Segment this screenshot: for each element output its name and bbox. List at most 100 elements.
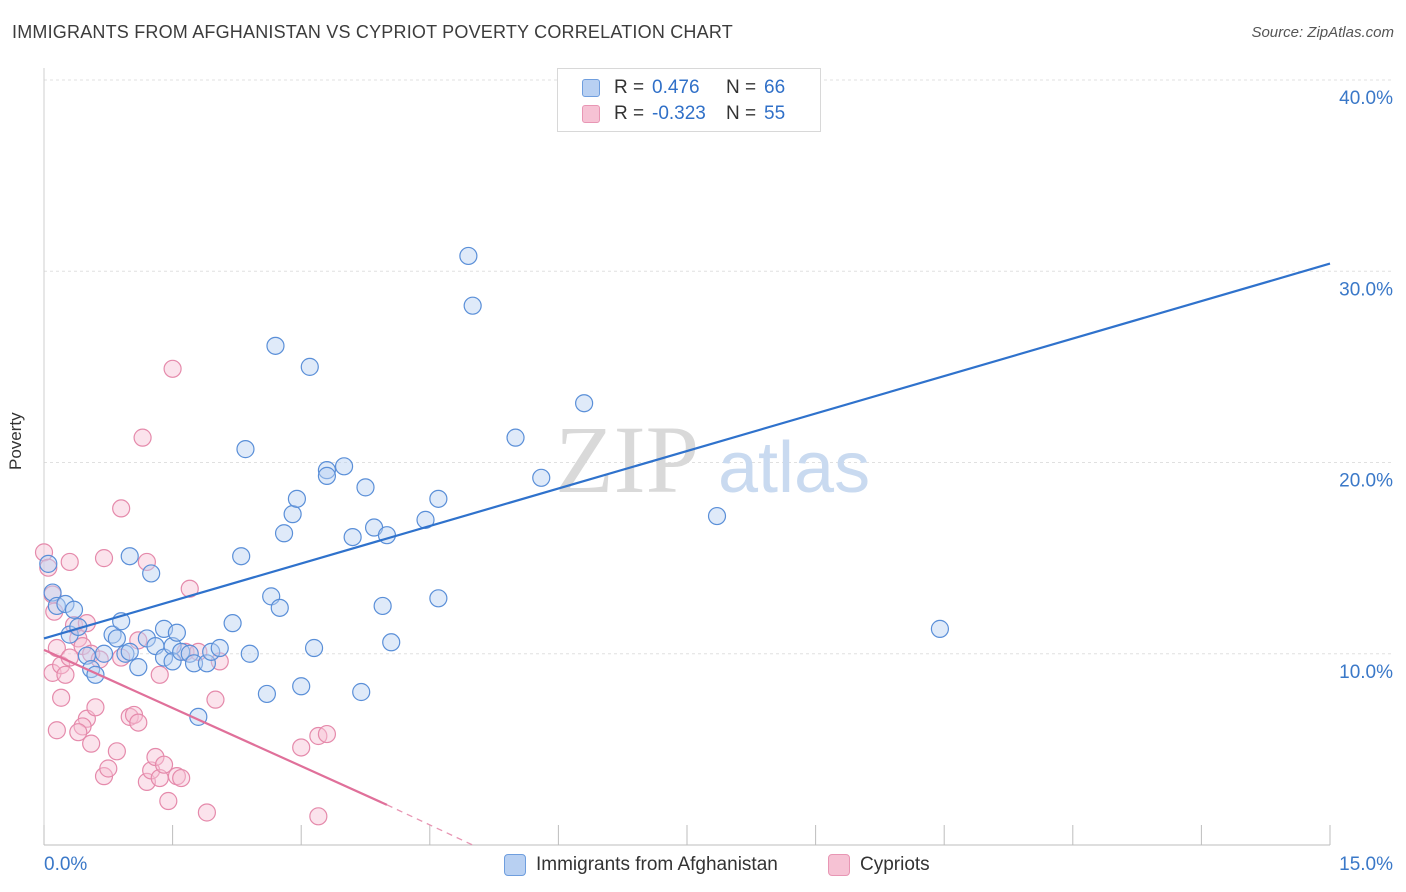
- legend-n-label: N =: [726, 103, 757, 124]
- cypriots-trendline-extension: [386, 804, 473, 846]
- afghanistan-point-15: [120, 642, 139, 661]
- afghanistan-point-58: [429, 489, 448, 508]
- afghanistan-point-39: [266, 336, 285, 355]
- afghanistan-point-25: [167, 623, 186, 642]
- legend-row-afghanistan: R = 0.476 N = 66: [582, 76, 785, 100]
- legend-swatch-pink: [828, 854, 850, 876]
- y-tick-label-0: 10.0%: [1339, 662, 1393, 683]
- source-label: Source: ZipAtlas.com: [1251, 24, 1394, 41]
- cypriots-point-48: [150, 665, 169, 684]
- legend-item-cypriots[interactable]: Cypriots: [828, 852, 930, 878]
- cypriots-point-54: [47, 721, 66, 740]
- afghanistan-point-42: [283, 505, 302, 524]
- cypriots-point-20: [86, 698, 105, 717]
- legend-r-label: R =: [614, 103, 645, 124]
- legend-n-value: 55: [764, 103, 786, 124]
- cypriots-point-30: [129, 713, 148, 732]
- afghanistan-point-62: [506, 428, 525, 447]
- cypriots-point-45: [197, 803, 216, 822]
- afghanistan-point-37: [257, 684, 277, 704]
- afghanistan-point-52: [356, 478, 375, 497]
- afghanistan-point-33: [223, 614, 242, 633]
- afghanistan-point-49: [334, 457, 354, 476]
- afghanistan-point-66: [930, 619, 950, 638]
- cypriots-point-26: [112, 499, 131, 518]
- legend-label-cypriots: Cypriots: [860, 854, 930, 875]
- afghanistan-point-0: [39, 554, 58, 573]
- afghanistan-point-30: [197, 654, 216, 673]
- legend-row-cypriots: R = -0.323 N = 55: [582, 102, 785, 126]
- axes: [43, 68, 1331, 846]
- afghanistan-point-31: [202, 642, 221, 661]
- afghanistan-point-60: [459, 246, 478, 266]
- afghanistan-point-40: [270, 598, 289, 617]
- afghanistan-point-51: [352, 682, 371, 702]
- cypriots-point-32: [137, 552, 156, 572]
- legend-r-value: -0.323: [652, 103, 706, 124]
- afghanistan-point-46: [304, 638, 324, 658]
- afghanistan-point-59: [429, 589, 448, 608]
- afghanistan-point-4: [64, 600, 84, 619]
- watermark-zip: ZIP: [555, 406, 699, 513]
- legend-item-afghanistan[interactable]: Immigrants from Afghanistan: [504, 852, 778, 878]
- afghanistan-point-27: [180, 644, 199, 663]
- afghanistan-point-50: [343, 527, 362, 547]
- x-tick-label-max: 15.0%: [1339, 854, 1393, 875]
- grid-lines: [44, 79, 1394, 655]
- cypriots-point-19: [82, 734, 101, 753]
- cypriots-point-39: [163, 359, 182, 378]
- legend-r-label: R =: [614, 77, 645, 98]
- legend-swatch-pink: [582, 105, 600, 123]
- cypriots-trendline: [43, 648, 388, 806]
- cypriots-point-24: [99, 759, 118, 778]
- afghanistan-point-10: [94, 644, 114, 663]
- cypriots-point-22: [94, 549, 114, 568]
- cypriots-point-18: [69, 723, 88, 742]
- afghanistan-points: [39, 246, 950, 726]
- cypriots-point-52: [317, 724, 337, 744]
- cypriots-point-1: [39, 558, 58, 577]
- afghanistan-point-64: [575, 394, 594, 413]
- afghanistan-trendline: [43, 262, 1331, 640]
- x-tick-label-min: 0.0%: [44, 854, 87, 875]
- y-tick-label-3: 40.0%: [1339, 88, 1393, 109]
- chart-title: IMMIGRANTS FROM AFGHANISTAN VS CYPRIOT P…: [12, 22, 733, 42]
- afghanistan-point-16: [120, 547, 139, 566]
- cypriots-point-8: [52, 688, 71, 707]
- cypriots-point-25: [107, 742, 126, 761]
- legend-n-value: 66: [764, 77, 786, 98]
- afghanistan-point-36: [240, 644, 259, 663]
- legend-swatch-blue: [582, 79, 600, 97]
- y-tick-label-2: 30.0%: [1339, 279, 1393, 300]
- cypriots-points: [34, 359, 337, 826]
- correlation-legend: R = 0.476 N = 66 R = -0.323 N = 55: [557, 68, 821, 132]
- cypriots-point-37: [154, 755, 174, 774]
- watermark-atlas: atlas: [718, 428, 870, 508]
- cypriots-point-43: [180, 579, 199, 598]
- tick-labels: 10.0% 20.0% 30.0% 40.0% 0.0% 15.0%: [44, 88, 1393, 875]
- afghanistan-point-65: [707, 506, 727, 526]
- afghanistan-point-28: [184, 654, 204, 673]
- cypriots-point-50: [292, 738, 311, 757]
- legend-swatch-blue: [504, 854, 526, 876]
- afghanistan-point-19: [142, 564, 161, 583]
- afghanistan-point-45: [300, 357, 319, 376]
- afghanistan-point-34: [232, 547, 251, 566]
- cypriots-point-53: [309, 807, 328, 826]
- cypriots-point-11: [60, 552, 79, 572]
- afghanistan-point-12: [107, 629, 126, 648]
- y-tick-label-1: 20.0%: [1339, 471, 1393, 492]
- cypriots-point-41: [172, 768, 191, 788]
- afghanistan-point-54: [373, 596, 392, 616]
- cypriots-point-31: [133, 428, 152, 447]
- afghanistan-point-61: [463, 296, 482, 315]
- afghanistan-point-32: [210, 638, 229, 658]
- afghanistan-point-47: [317, 461, 337, 480]
- cypriots-point-7: [56, 665, 75, 684]
- afghanistan-point-17: [129, 658, 148, 677]
- afghanistan-point-43: [287, 489, 307, 508]
- trendlines: [43, 262, 1331, 846]
- legend-label-afghanistan: Immigrants from Afghanistan: [536, 854, 778, 875]
- afghanistan-point-41: [274, 524, 294, 543]
